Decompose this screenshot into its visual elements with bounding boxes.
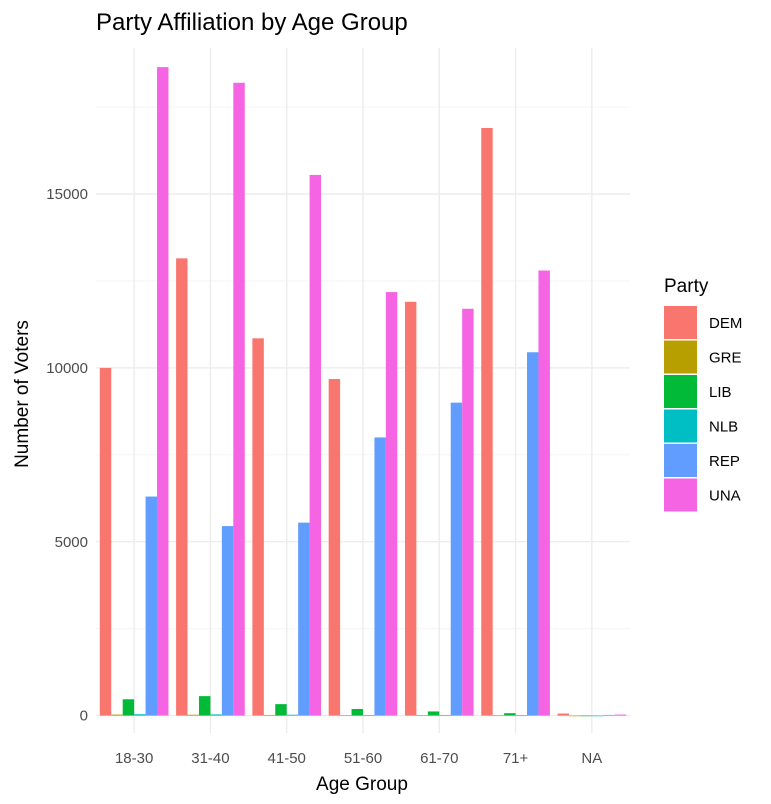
x-tick-label: 31-40 [191, 750, 229, 767]
bars [99, 67, 627, 717]
bar-gre-71+ [492, 715, 505, 717]
legend-label-rep: REP [709, 453, 740, 470]
bar-una-18-30 [157, 67, 169, 716]
bar-gre-na [568, 715, 581, 717]
y-axis-ticks: 0 5000 10000 15000 [46, 186, 88, 725]
bar-dem-na [557, 713, 569, 716]
bar-nlb-61-70 [439, 715, 451, 716]
bar-rep-31-40 [221, 526, 234, 716]
bar-gre-51-60 [340, 715, 352, 716]
legend-key-gre [664, 340, 697, 374]
legend-key-lib [664, 375, 697, 408]
legend-key-nlb [664, 409, 697, 443]
bar-dem-31-40 [176, 258, 188, 716]
legend: Party DEM GRE LIB NLB REP UNA [664, 276, 742, 512]
bar-gre-18-30 [111, 714, 123, 716]
bar-rep-na [603, 714, 615, 716]
bar-lib-18-30 [122, 699, 135, 716]
bar-rep-61-70 [450, 402, 463, 716]
x-tick-label: 18-30 [115, 750, 153, 767]
bar-nlb-18-30 [134, 714, 146, 716]
bar-rep-71+ [527, 352, 539, 716]
legend-label-dem: DEM [709, 315, 742, 332]
y-tick-label: 0 [80, 708, 88, 725]
bar-gre-41-50 [263, 714, 276, 716]
legend-label-nlb: NLB [709, 419, 738, 436]
x-tick-label: 41-50 [268, 750, 306, 767]
bar-lib-71+ [504, 713, 516, 716]
bar-lib-31-40 [198, 696, 211, 716]
bar-dem-51-60 [328, 379, 341, 716]
bar-dem-71+ [481, 127, 493, 716]
legend-title: Party [664, 276, 709, 297]
bar-dem-41-50 [252, 338, 264, 716]
bar-lib-41-50 [275, 704, 287, 716]
bar-rep-18-30 [145, 496, 158, 716]
bar-una-31-40 [233, 82, 245, 716]
bar-gre-61-70 [416, 715, 428, 716]
bar-nlb-31-40 [210, 714, 222, 716]
x-tick-label: 71+ [503, 750, 529, 767]
y-tick-label: 10000 [46, 360, 88, 377]
bar-rep-51-60 [374, 437, 386, 716]
y-axis-title: Number of Voters [12, 320, 33, 468]
bar-una-51-60 [385, 292, 398, 716]
bar-dem-61-70 [404, 301, 417, 716]
bar-nlb-51-60 [363, 715, 375, 716]
bar-una-71+ [538, 270, 550, 716]
legend-key-rep [664, 444, 697, 477]
bar-lib-51-60 [351, 709, 363, 716]
x-tick-label: NA [581, 750, 602, 767]
bar-nlb-na [591, 715, 604, 717]
legend-label-una: UNA [709, 488, 741, 505]
legend-key-una [664, 478, 697, 512]
legend-key-dem [664, 306, 697, 339]
bar-una-na [614, 714, 627, 716]
bar-lib-na [580, 715, 592, 717]
bar-una-61-70 [462, 308, 474, 716]
bar-gre-31-40 [187, 714, 199, 716]
bar-nlb-41-50 [286, 714, 299, 716]
x-axis-title: Age Group [316, 774, 408, 795]
chart-title: Party Affiliation by Age Group [96, 9, 408, 36]
y-tick-label: 5000 [55, 534, 88, 551]
y-tick-label: 15000 [46, 186, 88, 203]
bar-lib-61-70 [427, 711, 440, 716]
x-tick-label: 51-60 [344, 750, 382, 767]
bar-rep-41-50 [298, 522, 310, 716]
bar-dem-18-30 [99, 367, 112, 716]
x-tick-label: 61-70 [420, 750, 458, 767]
bar-nlb-71+ [515, 715, 528, 717]
x-axis-ticks: 18-30 31-40 41-50 51-60 61-70 71+ NA [115, 750, 602, 767]
legend-label-gre: GRE [709, 350, 742, 367]
legend-label-lib: LIB [709, 384, 732, 401]
bar-una-41-50 [309, 174, 322, 716]
